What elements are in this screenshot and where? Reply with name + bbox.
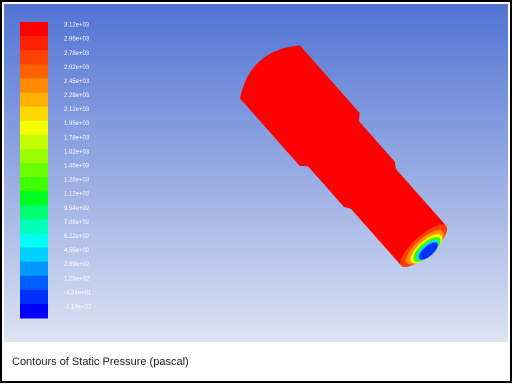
legend-swatch: [20, 64, 48, 79]
legend-swatch: [20, 149, 48, 164]
legend-label: -2.10e+02: [64, 304, 92, 310]
legend-swatch: [20, 50, 48, 65]
legend-label: 4.55e+02: [64, 248, 90, 254]
legend-swatch: [20, 290, 48, 305]
legend-swatch: [20, 248, 48, 263]
legend-label: 1.12e+03: [64, 192, 90, 198]
legend-label: 2.62e+03: [64, 65, 90, 71]
legend-label: 2.28e+03: [64, 93, 90, 99]
legend-label: 2.89e+02: [64, 262, 90, 268]
legend-label: 2.78e+03: [64, 51, 90, 57]
legend-label: 9.54e+02: [64, 206, 90, 212]
legend-swatch: [20, 233, 48, 248]
legend-label: 1.95e+03: [64, 121, 90, 127]
legend-label: 2.12e+03: [64, 107, 90, 113]
legend-swatch: [20, 121, 48, 136]
legend-swatch: [20, 304, 48, 319]
legend-label: 2.45e+03: [64, 79, 90, 85]
legend-label: 1.45e+03: [64, 164, 90, 170]
legend-swatch: [20, 177, 48, 192]
legend-swatch: [20, 22, 48, 37]
legend-label: 3.12e+03: [64, 23, 90, 29]
legend-label: 1.23e+02: [64, 276, 90, 282]
legend-swatch: [20, 205, 48, 220]
legend-swatch: [20, 36, 48, 51]
legend-label: 1.28e+03: [64, 178, 90, 184]
legend-swatch: [20, 219, 48, 234]
screenshot: 3.12e+03 2.95e+03 2.78e+03 2.62e+03 2.45e+03…: [0, 0, 512, 383]
legend-swatch: [20, 78, 48, 93]
legend-label: 2.95e+03: [64, 37, 90, 43]
legend-swatch: [20, 191, 48, 206]
legend-swatch: [20, 135, 48, 150]
legend-label: -4.34e+01: [64, 290, 92, 296]
legend-label: 6.22e+02: [64, 234, 90, 240]
caption: Contours of Static Pressure (pascal): [12, 356, 189, 368]
legend-swatch: [20, 107, 48, 122]
legend-swatch: [20, 276, 48, 291]
legend-label: 1.78e+03: [64, 135, 90, 141]
legend-label: 1.62e+03: [64, 149, 90, 155]
legend-swatch: [20, 262, 48, 277]
legend-label: 7.88e+02: [64, 220, 90, 226]
legend-swatch: [20, 92, 48, 107]
legend-swatch: [20, 163, 48, 178]
